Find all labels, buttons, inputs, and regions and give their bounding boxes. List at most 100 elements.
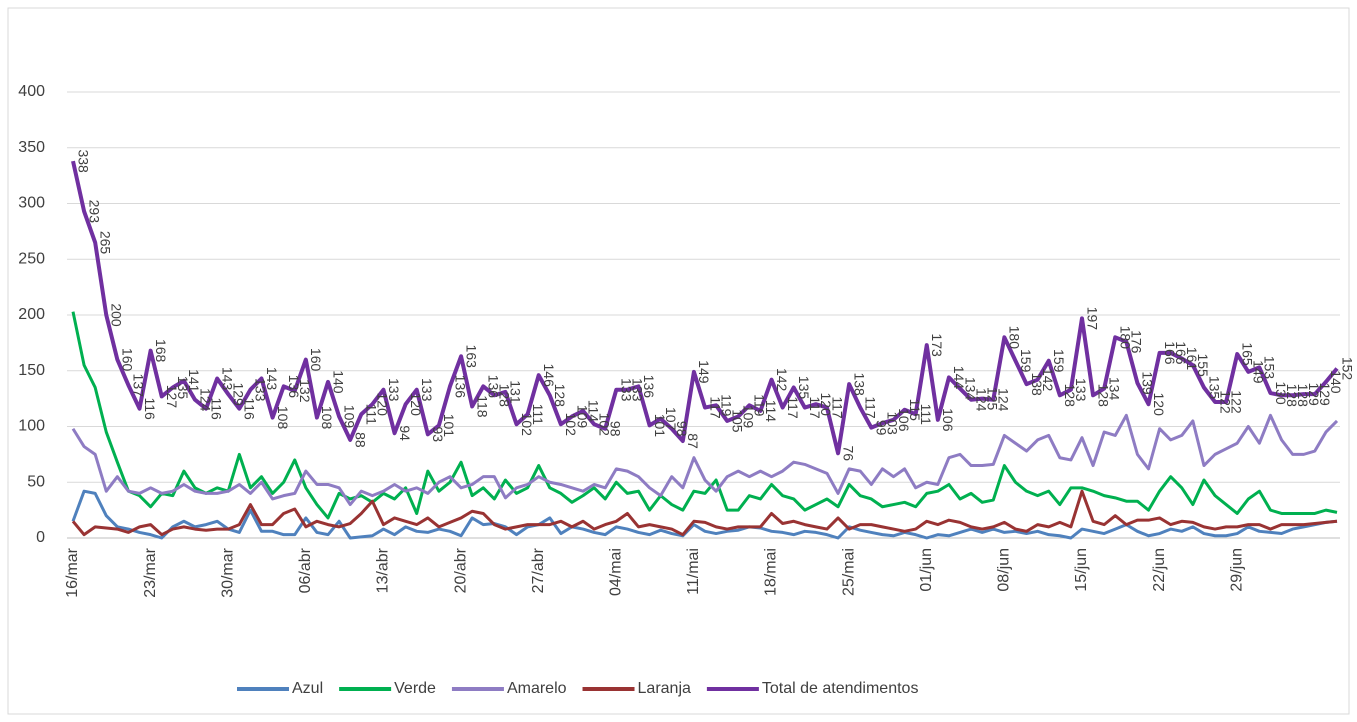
data-label: 128 [1062, 384, 1078, 408]
data-label: 101 [652, 414, 668, 438]
x-tick-label: 11/mai [685, 548, 702, 595]
data-label: 124 [973, 388, 989, 412]
legend-label: Laranja [638, 680, 691, 697]
data-label: 125 [984, 387, 1000, 411]
data-label: 128 [552, 384, 568, 408]
data-label: 129 [1317, 382, 1333, 406]
y-tick-label: 400 [18, 83, 45, 100]
data-label: 114 [585, 400, 601, 423]
data-label: 160 [120, 348, 136, 372]
data-label: 98 [608, 421, 624, 437]
data-label: 117 [707, 396, 723, 419]
data-label: 128 [497, 384, 513, 408]
y-tick-label: 0 [36, 529, 45, 546]
data-label: 116 [142, 397, 158, 420]
data-label: 120 [375, 393, 391, 417]
data-label: 168 [153, 339, 169, 363]
data-label: 109 [741, 405, 757, 429]
data-label: 133 [419, 378, 435, 402]
data-label: 180 [1007, 326, 1023, 350]
data-label: 128 [1095, 384, 1111, 408]
data-label: 124 [197, 388, 213, 412]
data-label: 122 [1228, 390, 1244, 414]
data-label: 140 [1328, 370, 1344, 394]
data-label: 139 [1140, 371, 1156, 395]
data-label: 116 [208, 397, 224, 420]
data-label: 87 [685, 433, 701, 449]
data-label: 142 [774, 368, 790, 392]
data-label: 143 [264, 367, 280, 391]
data-label: 99 [874, 420, 890, 436]
data-label: 176 [1129, 330, 1145, 354]
data-label: 130 [1273, 381, 1289, 405]
data-label: 135 [1206, 376, 1222, 400]
data-label: 114 [763, 400, 779, 423]
data-label: 165 [1240, 342, 1256, 366]
data-label: 160 [308, 348, 324, 372]
data-label: 146 [541, 364, 557, 388]
data-label: 153 [1262, 356, 1278, 380]
data-label: 108 [275, 406, 291, 430]
data-label: 161 [1184, 347, 1200, 371]
data-label: 137 [131, 374, 147, 398]
data-label: 144 [951, 366, 967, 390]
x-tick-label: 27/abr [530, 547, 547, 593]
data-label: 197 [1084, 307, 1100, 331]
data-label: 129 [231, 382, 247, 406]
data-label: 108 [319, 406, 335, 430]
data-label: 98 [674, 421, 690, 437]
x-tick-label: 08/jun [996, 548, 1013, 592]
data-label: 133 [253, 378, 269, 402]
data-label: 135 [796, 376, 812, 400]
data-label: 109 [574, 405, 590, 429]
y-tick-label: 200 [18, 306, 45, 323]
data-label: 122 [1217, 390, 1233, 414]
data-label: 88 [352, 432, 368, 448]
data-label: 136 [286, 375, 302, 399]
x-tick-label: 25/mai [840, 548, 857, 596]
data-label: 136 [641, 375, 657, 399]
y-tick-label: 150 [18, 362, 45, 379]
x-tick-label: 30/mar [219, 547, 236, 597]
legend-label: Total de atendimentos [762, 680, 919, 697]
data-label: 152 [1339, 357, 1355, 381]
data-label: 120 [408, 393, 424, 417]
data-label: 149 [696, 360, 712, 384]
legend-label: Verde [394, 680, 436, 697]
data-label: 111 [918, 404, 934, 425]
data-label: 127 [164, 385, 180, 409]
data-label: 115 [907, 399, 923, 422]
data-label: 133 [1073, 378, 1089, 402]
data-label: 107 [663, 407, 679, 431]
data-label: 101 [441, 414, 457, 438]
data-label: 155 [1195, 353, 1211, 377]
chart-border [7, 7, 1350, 715]
data-label: 119 [718, 394, 734, 417]
series-line [71, 413, 1339, 507]
data-label: 106 [940, 408, 956, 432]
data-label: 180 [1118, 326, 1134, 350]
data-label: 117 [807, 396, 823, 419]
data-label: 173 [929, 333, 945, 357]
data-label: 200 [109, 303, 125, 327]
data-label: 102 [563, 413, 579, 437]
series-line [71, 160, 1339, 456]
data-label: 136 [452, 375, 468, 399]
data-label: 117 [829, 396, 845, 419]
data-label: 111 [530, 404, 546, 425]
data-label: 163 [463, 345, 479, 369]
data-label: 116 [242, 397, 258, 420]
data-label: 102 [596, 413, 612, 437]
x-tick-label: 15/jun [1073, 548, 1090, 592]
data-label: 142 [1040, 368, 1056, 392]
y-tick-label: 350 [18, 139, 45, 156]
series-line [71, 311, 1338, 520]
series-line [71, 489, 1338, 537]
data-label: 119 [752, 394, 768, 417]
y-tick-label: 100 [18, 418, 45, 435]
data-label: 117 [863, 396, 879, 419]
legend-label: Azul [292, 680, 323, 697]
data-label: 338 [75, 149, 91, 173]
data-label: 138 [851, 372, 867, 396]
